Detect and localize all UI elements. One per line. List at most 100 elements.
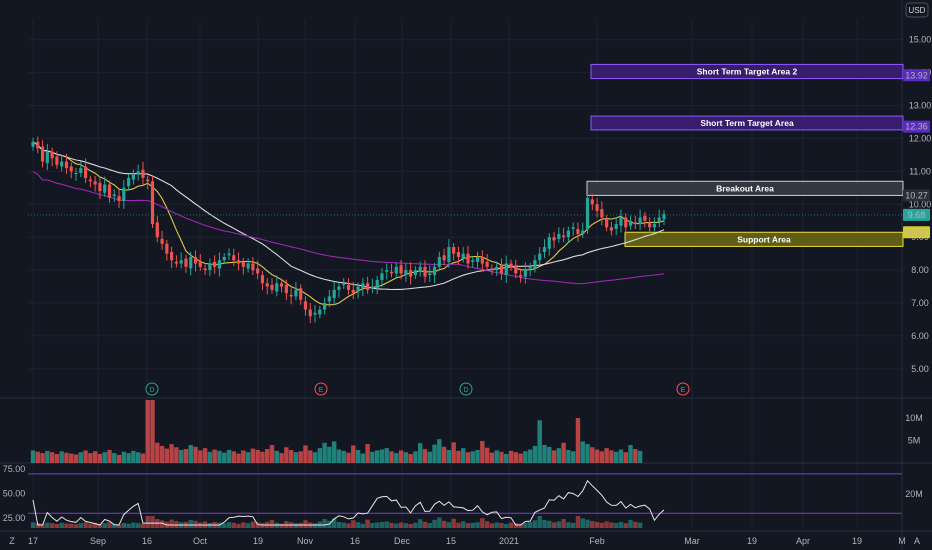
candle-body[interactable] xyxy=(251,263,255,271)
candle-body[interactable] xyxy=(442,255,446,261)
candle-body[interactable] xyxy=(361,283,365,289)
candle-body[interactable] xyxy=(619,217,623,226)
candle-body[interactable] xyxy=(566,230,570,238)
candle-body[interactable] xyxy=(131,174,135,180)
candle-body[interactable] xyxy=(98,182,102,192)
candle-body[interactable] xyxy=(45,151,49,164)
candle-body[interactable] xyxy=(495,266,499,271)
candle-body[interactable] xyxy=(241,261,245,267)
candle-body[interactable] xyxy=(380,273,384,280)
candle-body[interactable] xyxy=(399,265,403,274)
candle-body[interactable] xyxy=(127,177,131,187)
candle-body[interactable] xyxy=(318,309,322,315)
candle-body[interactable] xyxy=(270,284,274,290)
candle-body[interactable] xyxy=(299,288,303,300)
candle-body[interactable] xyxy=(643,215,647,221)
candle-body[interactable] xyxy=(117,196,121,201)
candle-body[interactable] xyxy=(437,256,441,267)
candle-body[interactable] xyxy=(385,270,389,272)
candle-body[interactable] xyxy=(313,312,317,315)
candle-body[interactable] xyxy=(60,161,64,167)
candle-body[interactable] xyxy=(184,258,188,267)
candle-body[interactable] xyxy=(452,247,456,254)
candle-body[interactable] xyxy=(322,303,327,310)
candle-body[interactable] xyxy=(222,256,226,261)
candle-body[interactable] xyxy=(265,283,269,287)
candle-body[interactable] xyxy=(284,284,288,294)
candle-body[interactable] xyxy=(466,253,470,264)
currency-badge[interactable]: USD xyxy=(905,2,929,18)
candle-body[interactable] xyxy=(657,217,661,223)
candle-body[interactable] xyxy=(547,237,551,249)
candle-body[interactable] xyxy=(232,255,236,261)
candle-body[interactable] xyxy=(533,260,537,269)
candle-body[interactable] xyxy=(456,252,461,257)
candle-body[interactable] xyxy=(55,156,59,165)
candle-body[interactable] xyxy=(31,141,35,147)
zone-box[interactable] xyxy=(586,180,904,196)
candle-body[interactable] xyxy=(308,309,312,317)
candle-body[interactable] xyxy=(366,283,370,290)
candle-body[interactable] xyxy=(528,266,532,269)
candle-body[interactable] xyxy=(165,243,169,254)
candle-body[interactable] xyxy=(236,260,241,264)
candle-body[interactable] xyxy=(88,179,92,182)
candle-body[interactable] xyxy=(485,261,489,267)
candle-body[interactable] xyxy=(179,260,183,264)
dividend-marker[interactable] xyxy=(145,382,159,396)
candle-body[interactable] xyxy=(275,283,279,292)
candle-body[interactable] xyxy=(203,268,207,271)
candle-body[interactable] xyxy=(40,146,45,162)
candle-body[interactable] xyxy=(174,261,179,264)
candle-body[interactable] xyxy=(198,261,202,267)
candle-body[interactable] xyxy=(552,237,556,241)
candle-body[interactable] xyxy=(542,247,547,253)
candle-body[interactable] xyxy=(346,284,351,290)
candle-body[interactable] xyxy=(356,286,360,292)
candle-body[interactable] xyxy=(628,220,633,226)
candle-body[interactable] xyxy=(256,268,260,274)
candle-body[interactable] xyxy=(189,256,193,269)
candle-body[interactable] xyxy=(557,233,561,239)
candle-body[interactable] xyxy=(227,253,231,256)
candle-body[interactable] xyxy=(36,141,40,149)
candle-body[interactable] xyxy=(394,266,398,274)
candle-body[interactable] xyxy=(370,286,375,289)
candle-body[interactable] xyxy=(538,253,542,261)
time-axis[interactable]: 17 Sep 16 Oct 19 Nov 16 Dec 15 2021 Feb Mar 19 Apr 19 M… xyxy=(9,536,920,546)
candle-body[interactable] xyxy=(136,171,140,175)
candle-body[interactable] xyxy=(605,219,609,228)
candle-body[interactable] xyxy=(423,266,427,277)
candle-body[interactable] xyxy=(332,289,336,299)
candle-body[interactable] xyxy=(490,268,494,271)
zones[interactable]: Short Term Target Area 2 Short Term Targe… xyxy=(586,63,904,247)
candle-body[interactable] xyxy=(562,235,566,238)
candle-body[interactable] xyxy=(648,222,652,228)
candle-body[interactable] xyxy=(652,224,657,228)
candle-body[interactable] xyxy=(413,270,418,276)
candle-body[interactable] xyxy=(141,169,145,178)
candle-body[interactable] xyxy=(509,263,513,267)
candle-body[interactable] xyxy=(193,256,198,264)
candle-body[interactable] xyxy=(93,181,97,185)
candle-body[interactable] xyxy=(576,228,580,234)
candle-body[interactable] xyxy=(260,275,265,284)
candle-body[interactable] xyxy=(327,296,331,302)
candle-body[interactable] xyxy=(418,266,422,272)
candle-body[interactable] xyxy=(155,222,159,238)
candle-body[interactable] xyxy=(246,263,250,269)
candle-body[interactable] xyxy=(64,161,69,169)
candle-body[interactable] xyxy=(404,270,408,276)
zoom-control[interactable]: Z xyxy=(9,536,15,546)
candle-body[interactable] xyxy=(428,273,432,276)
candle-body[interactable] xyxy=(480,256,484,264)
candle-body[interactable] xyxy=(614,224,618,229)
candle-body[interactable] xyxy=(581,230,585,234)
candle-body[interactable] xyxy=(107,184,112,198)
candle-body[interactable] xyxy=(389,271,394,274)
candle-body[interactable] xyxy=(170,252,174,261)
candle-body[interactable] xyxy=(514,265,518,274)
candle-body[interactable] xyxy=(523,270,527,277)
candle-body[interactable] xyxy=(83,166,88,178)
